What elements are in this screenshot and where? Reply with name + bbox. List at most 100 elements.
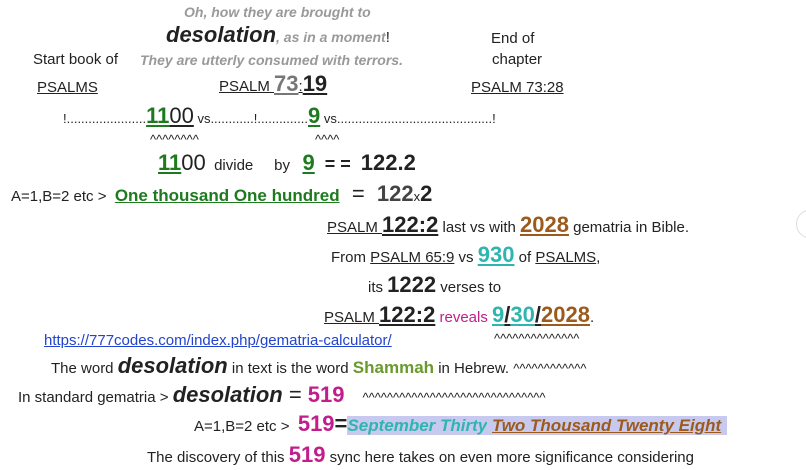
text: 2028 <box>520 212 569 237</box>
line: 1100 divide by 9 = = 122.2 <box>158 151 416 175</box>
text: Two Thousand Twenty Eight <box>491 416 728 435</box>
carets: ^^^^ <box>315 128 339 152</box>
label: Start book of <box>33 48 118 72</box>
link[interactable]: PSALM 73:28 <box>471 79 564 96</box>
text: gematria in Bible. <box>568 219 690 236</box>
text: , <box>596 249 601 266</box>
text: last vs with <box>438 219 520 236</box>
text: desolation <box>166 22 277 47</box>
text: desolation <box>172 382 283 407</box>
text: = = <box>314 154 361 174</box>
text: by <box>265 157 303 174</box>
quote-line: Oh, how they are brought to <box>184 0 371 24</box>
link[interactable]: PSALM 65:9 <box>370 249 455 266</box>
text: vs......................................… <box>320 111 496 126</box>
text <box>487 416 492 435</box>
text: x <box>413 189 421 204</box>
text: = <box>282 382 308 407</box>
line: From PSALM 65:9 vs 930 of PSALMS, <box>331 243 600 267</box>
text: !...................... <box>63 111 147 126</box>
text: From <box>331 249 371 266</box>
line: PSALM 122:2 last vs with 2028 gematria i… <box>327 213 689 237</box>
text: = <box>339 181 377 206</box>
text: September Thirty <box>347 416 488 435</box>
text: The word <box>51 360 118 377</box>
text: PSALM <box>327 219 383 236</box>
text: in Hebrew. <box>434 360 514 377</box>
text: 11 <box>158 150 182 175</box>
text: Oh, how they are brought to <box>184 4 371 20</box>
text: : <box>298 78 303 95</box>
text: ^^^^^^^^^^^^^^^^^^^^^^^^^^^^^^ <box>362 390 546 405</box>
line: its 1222 verses to <box>368 273 501 297</box>
text: 9 <box>492 302 505 327</box>
carets: ^^^^^^^^^^^^^^ <box>494 327 579 351</box>
heading: PSALM 73:19 <box>219 72 327 96</box>
text: ^^^^^^^^ <box>150 132 199 147</box>
text: ! <box>385 29 390 46</box>
text: 9 <box>307 103 321 128</box>
label: End of <box>491 27 534 51</box>
label: PSALMS <box>37 76 98 100</box>
quote-line: They are utterly consumed with terrors. <box>140 48 403 72</box>
text: ^^^^ <box>315 132 340 147</box>
line: A=1,B=2 etc > 519=September Thirty Two T… <box>194 411 728 436</box>
text: Shammah <box>352 358 435 377</box>
text: PSALM <box>324 309 380 326</box>
link[interactable]: PSALMS <box>37 79 98 96</box>
text: sync here takes on even more significanc… <box>325 449 694 466</box>
text: A=1,B=2 etc > <box>11 188 115 205</box>
text: 519 <box>307 382 345 407</box>
text: vs............!.............. <box>193 111 308 126</box>
text: 9 <box>302 150 315 175</box>
text: End of <box>491 30 535 47</box>
scroll-button[interactable] <box>796 210 806 238</box>
text: 122:2 <box>382 212 439 237</box>
text: 11 <box>146 103 170 128</box>
quote-line: desolation, as in a moment! <box>166 23 390 47</box>
text: chapter <box>492 51 543 68</box>
text: 30 <box>510 302 535 327</box>
text: divide <box>205 157 266 174</box>
text: 1222 <box>387 272 437 297</box>
link[interactable]: PSALMS <box>535 249 597 266</box>
text: 19 <box>302 71 328 96</box>
line: The discovery of this 519 sync here take… <box>147 443 694 467</box>
text: 00 <box>181 150 206 175</box>
text: in text is the word <box>227 360 353 377</box>
text: vs <box>454 249 478 266</box>
text: reveals <box>435 309 493 326</box>
line: A=1,B=2 etc > One thousand One hundred =… <box>11 182 432 206</box>
text: They are utterly consumed with terrors. <box>140 52 403 68</box>
text: verses to <box>436 279 502 296</box>
text: 122:2 <box>379 302 436 327</box>
text: ^^^^^^^^^^^^^^ <box>494 331 580 346</box>
text: desolation <box>117 353 228 378</box>
text: 122 <box>376 181 414 206</box>
text: 00 <box>169 103 194 128</box>
label: PSALM 73:28 <box>471 76 564 100</box>
label: chapter <box>492 48 542 72</box>
text: ^^^^^^^^^^^^ <box>513 361 587 376</box>
text: of <box>514 249 536 266</box>
text: / <box>534 302 541 327</box>
text: 2028 <box>541 302 590 327</box>
text: 930 <box>477 242 515 267</box>
text: 519 <box>288 442 326 467</box>
line: The word desolation in text is the word … <box>51 354 586 378</box>
text: , as in a moment <box>276 29 386 45</box>
line: PSALM 122:2 reveals 9/30/2028. <box>324 303 594 327</box>
text: A=1,B=2 etc > <box>194 418 298 435</box>
text: In standard gematria > <box>18 389 173 406</box>
text: / <box>504 302 511 327</box>
text: 122.2 <box>360 150 416 175</box>
line: !......................1100 vs..........… <box>63 104 496 128</box>
carets: ^^^^^^^^ <box>150 128 199 152</box>
url: https://777codes.com/index.php/gematria-… <box>44 329 392 353</box>
text: One thousand One hundred <box>114 186 340 205</box>
text: PSALM <box>219 78 275 95</box>
link[interactable]: https://777codes.com/index.php/gematria-… <box>44 332 392 349</box>
text: = <box>334 411 348 436</box>
text: its <box>368 279 388 296</box>
